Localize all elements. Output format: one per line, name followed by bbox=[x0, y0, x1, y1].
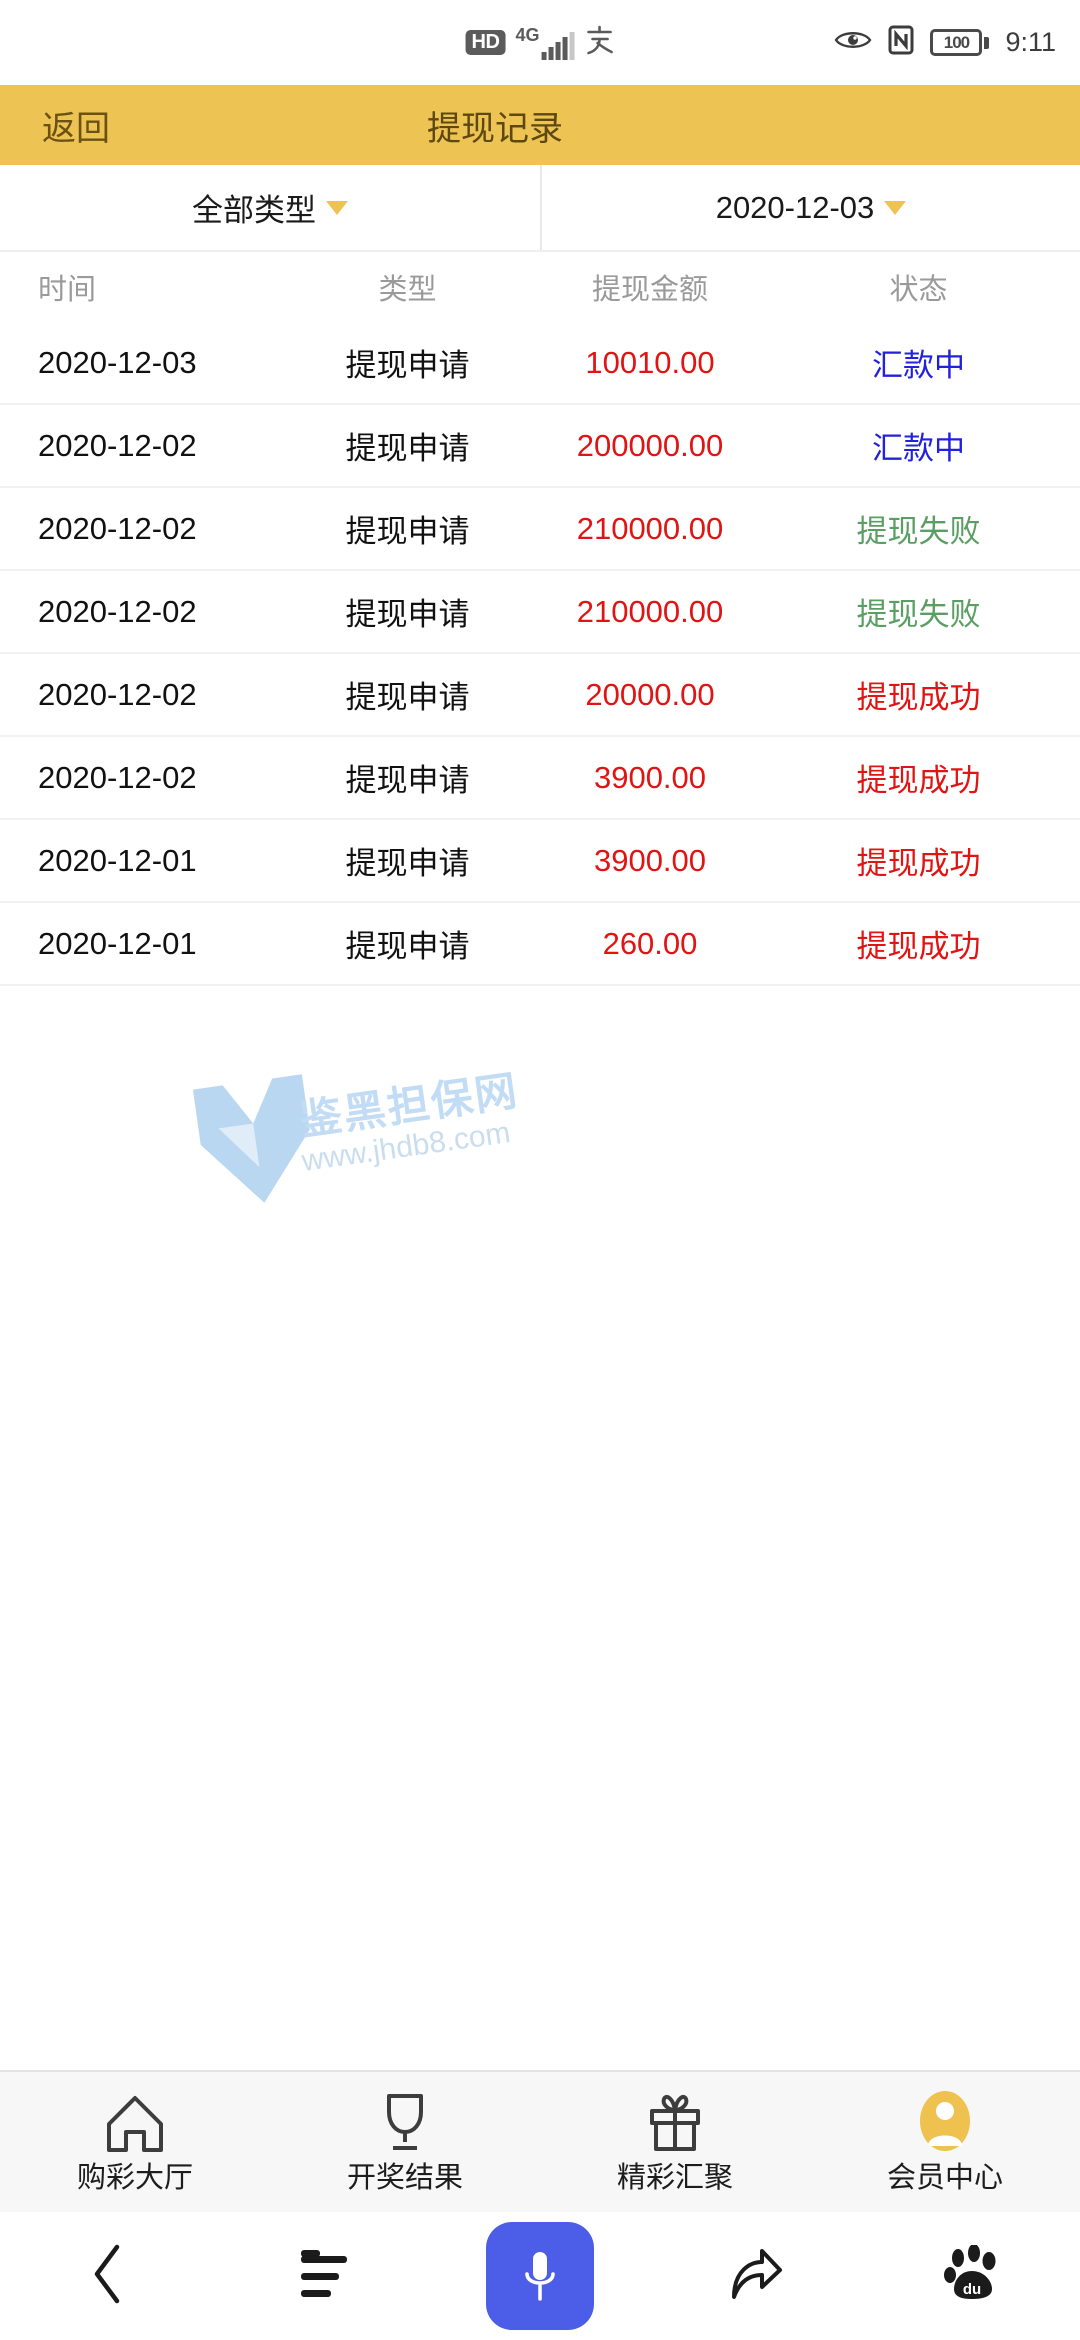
app-header: 返回 提现记录 bbox=[0, 85, 1080, 165]
share-arrow-icon bbox=[728, 2245, 784, 2308]
column-header-status: 状态 bbox=[889, 274, 948, 306]
nav-label: 会员中心 bbox=[886, 2162, 1003, 2194]
nav-item-results[interactable]: 开奖结果 bbox=[270, 2088, 540, 2196]
table-row[interactable]: 2020-12-02 提现申请 20000.00 提现成功 bbox=[0, 654, 1080, 737]
column-header-time: 时间 bbox=[38, 274, 97, 306]
cell-type: 提现申请 bbox=[345, 846, 470, 881]
nav-item-member[interactable]: 会员中心 bbox=[810, 2088, 1080, 2196]
home-icon bbox=[104, 2088, 166, 2152]
cell-amount: 3900.00 bbox=[593, 842, 707, 878]
browser-back-button[interactable] bbox=[0, 2243, 216, 2310]
battery-icon: 100 bbox=[930, 29, 990, 56]
status-badge: 提现失败 bbox=[856, 514, 981, 549]
cell-time: 2020-12-02 bbox=[38, 593, 197, 629]
cell-amount: 210000.00 bbox=[576, 593, 724, 629]
cell-amount: 210000.00 bbox=[576, 510, 724, 546]
status-badge: 提现成功 bbox=[856, 763, 981, 798]
cell-type: 提现申请 bbox=[345, 929, 470, 964]
status-badge: 提现成功 bbox=[856, 929, 981, 964]
cell-amount: 10010.00 bbox=[585, 344, 715, 380]
signal-icon: 4G bbox=[515, 26, 575, 60]
column-header-type: 类型 bbox=[378, 274, 437, 306]
withdrawal-records-table: 时间 类型 提现金额 状态 2020-12-03 提现申请 10010.00 汇… bbox=[0, 252, 1080, 986]
alipay-icon bbox=[584, 24, 614, 62]
microphone-icon bbox=[486, 2222, 594, 2330]
hd-icon: HD bbox=[465, 30, 506, 55]
status-bar-center-icons: HD 4G bbox=[465, 24, 615, 62]
status-badge: 汇款中 bbox=[872, 431, 965, 466]
type-filter-label: 全部类型 bbox=[192, 193, 316, 228]
notification-badge-icon bbox=[301, 2250, 320, 2257]
nav-label: 购彩大厅 bbox=[76, 2162, 193, 2194]
date-filter[interactable]: 2020-12-03 bbox=[540, 165, 1080, 250]
menu-icon bbox=[301, 2250, 347, 2298]
eye-icon bbox=[834, 28, 872, 57]
cell-type: 提现申请 bbox=[345, 514, 470, 549]
type-filter[interactable]: 全部类型 bbox=[0, 165, 540, 250]
back-button[interactable]: 返回 bbox=[42, 109, 110, 148]
cell-time: 2020-12-01 bbox=[38, 842, 197, 878]
column-header-amount: 提现金额 bbox=[591, 274, 708, 306]
chevron-down-icon bbox=[326, 200, 348, 215]
browser-share-button[interactable] bbox=[648, 2245, 864, 2308]
table-header-row: 时间 类型 提现金额 状态 bbox=[0, 252, 1080, 322]
table-row[interactable]: 2020-12-02 提现申请 210000.00 提现失败 bbox=[0, 571, 1080, 654]
browser-home-logo-button[interactable]: du bbox=[864, 2243, 1080, 2308]
nav-item-highlights[interactable]: 精彩汇聚 bbox=[540, 2088, 810, 2196]
avatar-icon bbox=[916, 2088, 974, 2152]
page-title: 提现记录 bbox=[427, 109, 563, 148]
table-row[interactable]: 2020-12-03 提现申请 10010.00 汇款中 bbox=[0, 322, 1080, 405]
browser-menu-button[interactable] bbox=[216, 2250, 432, 2298]
cell-time: 2020-12-02 bbox=[38, 427, 197, 463]
app-bottom-nav: 购彩大厅 开奖结果 bbox=[0, 2070, 1080, 2212]
cell-time: 2020-12-02 bbox=[38, 759, 197, 795]
table-row[interactable]: 2020-12-01 提现申请 3900.00 提现成功 bbox=[0, 820, 1080, 903]
content-spacer bbox=[0, 986, 1080, 2070]
nav-label: 精彩汇聚 bbox=[616, 2162, 733, 2194]
gift-icon bbox=[646, 2088, 704, 2152]
status-badge: 提现成功 bbox=[856, 846, 981, 881]
browser-toolbar: du bbox=[0, 2212, 1080, 2340]
status-badge: 汇款中 bbox=[872, 348, 965, 383]
nfc-icon bbox=[888, 25, 914, 60]
browser-voice-button[interactable] bbox=[432, 2222, 648, 2330]
table-row[interactable]: 2020-12-02 提现申请 3900.00 提现成功 bbox=[0, 737, 1080, 820]
baidu-paw-icon: du bbox=[944, 2243, 1000, 2308]
cell-time: 2020-12-03 bbox=[38, 344, 197, 380]
cell-time: 2020-12-02 bbox=[38, 676, 197, 712]
cell-type: 提现申请 bbox=[345, 597, 470, 632]
cell-time: 2020-12-01 bbox=[38, 925, 197, 961]
chevron-left-icon bbox=[91, 2243, 125, 2310]
table-row[interactable]: 2020-12-02 提现申请 200000.00 汇款中 bbox=[0, 405, 1080, 488]
cell-type: 提现申请 bbox=[345, 763, 470, 798]
svg-text:du: du bbox=[963, 2281, 981, 2298]
nav-label: 开奖结果 bbox=[346, 2162, 463, 2194]
table-row[interactable]: 2020-12-01 提现申请 260.00 提现成功 bbox=[0, 903, 1080, 986]
nav-item-lobby[interactable]: 购彩大厅 bbox=[0, 2088, 270, 2196]
cell-type: 提现申请 bbox=[345, 680, 470, 715]
trophy-icon bbox=[375, 2088, 435, 2152]
signal-bars-icon bbox=[541, 31, 575, 60]
date-filter-label: 2020-12-03 bbox=[715, 189, 875, 225]
cell-amount: 3900.00 bbox=[593, 759, 707, 795]
status-bar-right-icons: 100 9:11 bbox=[834, 25, 1056, 60]
status-bar-clock: 9:11 bbox=[1005, 27, 1056, 57]
status-bar: HD 4G bbox=[0, 0, 1080, 85]
chevron-down-icon bbox=[884, 200, 907, 215]
cell-amount: 200000.00 bbox=[576, 427, 724, 463]
cell-amount: 20000.00 bbox=[585, 676, 715, 712]
cell-type: 提现申请 bbox=[345, 431, 470, 466]
cell-amount: 260.00 bbox=[602, 925, 698, 961]
filter-bar: 全部类型 2020-12-03 bbox=[0, 165, 1080, 252]
status-badge: 提现成功 bbox=[856, 680, 981, 715]
table-row[interactable]: 2020-12-02 提现申请 210000.00 提现失败 bbox=[0, 488, 1080, 571]
cell-time: 2020-12-02 bbox=[38, 510, 197, 546]
status-badge: 提现失败 bbox=[856, 597, 981, 632]
cell-type: 提现申请 bbox=[345, 348, 470, 383]
